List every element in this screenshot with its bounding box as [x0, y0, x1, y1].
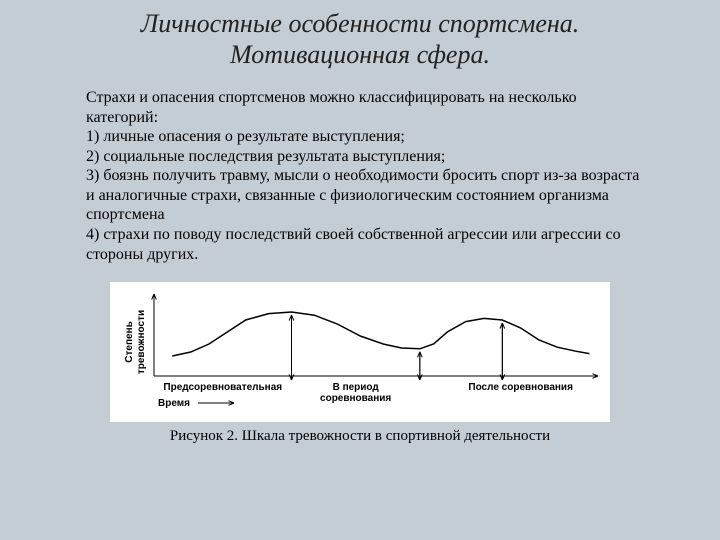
- page-title: Личностные особенности спортсмена. Мотив…: [0, 0, 720, 74]
- svg-text:тревожности: тревожности: [136, 310, 147, 374]
- body-text: Страхи и опасения спортсменов можно клас…: [0, 74, 720, 264]
- intro-line: Страхи и опасения спортсменов можно клас…: [86, 88, 644, 127]
- figure-caption: Рисунок 2. Шкала тревожности в спортивно…: [0, 428, 720, 445]
- svg-text:Время: Время: [158, 398, 190, 409]
- svg-text:Степень: Степень: [124, 321, 135, 362]
- list-item: 2) социальные последствия результата выс…: [86, 147, 644, 167]
- anxiety-chart: Степеньтревожности Время Предсоревнователь…: [110, 282, 610, 422]
- svg-text:В периодсоревнования: В периодсоревнования: [320, 382, 391, 404]
- svg-text:Предсоревновательная: Предсоревновательная: [163, 382, 282, 393]
- svg-text:После соревнования: После соревнования: [468, 382, 573, 393]
- list-item: 4) страхи по поводу последствий своей со…: [86, 225, 644, 264]
- list-item: 1) личные опасения о результате выступле…: [86, 127, 644, 147]
- list-item: 3) боязнь получить травму, мысли о необх…: [86, 166, 644, 225]
